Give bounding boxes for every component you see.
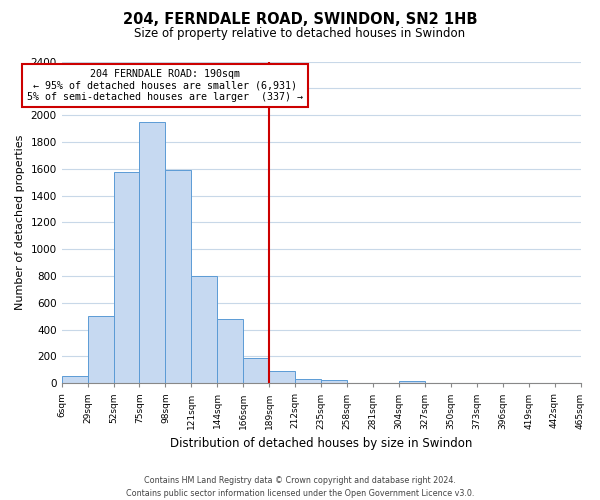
Y-axis label: Number of detached properties: Number of detached properties [15, 134, 25, 310]
Bar [166, 170, 191, 384]
Text: Contains HM Land Registry data © Crown copyright and database right 2024.
Contai: Contains HM Land Registry data © Crown c… [126, 476, 474, 498]
Text: Size of property relative to detached houses in Swindon: Size of property relative to detached ho… [134, 28, 466, 40]
Text: 204 FERNDALE ROAD: 190sqm
← 95% of detached houses are smaller (6,931)
5% of sem: 204 FERNDALE ROAD: 190sqm ← 95% of detac… [28, 69, 304, 102]
Bar [399, 380, 425, 384]
Bar [269, 370, 295, 384]
Bar [139, 122, 166, 384]
Bar [321, 380, 347, 384]
Bar [113, 172, 139, 384]
X-axis label: Distribution of detached houses by size in Swindon: Distribution of detached houses by size … [170, 437, 472, 450]
Bar [217, 319, 243, 384]
Bar [191, 276, 217, 384]
Bar [62, 376, 88, 384]
Bar [243, 358, 269, 384]
Bar [295, 378, 321, 384]
Bar [88, 316, 113, 384]
Text: 204, FERNDALE ROAD, SWINDON, SN2 1HB: 204, FERNDALE ROAD, SWINDON, SN2 1HB [123, 12, 477, 28]
